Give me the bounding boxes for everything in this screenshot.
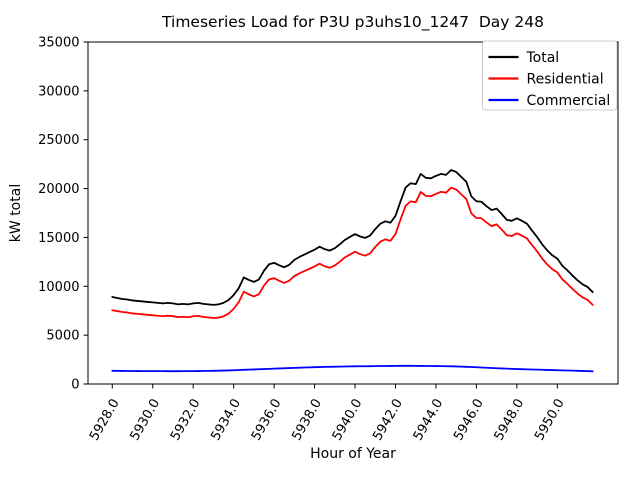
y-tick-label: 35000 bbox=[38, 36, 79, 51]
x-tick-label: 5940.0 bbox=[330, 397, 366, 444]
legend-label-total: Total bbox=[526, 50, 560, 66]
y-tick-label: 30000 bbox=[38, 84, 79, 99]
y-tick-label: 20000 bbox=[38, 182, 79, 197]
y-axis: 0 5000 10000 15000 20000 25000 30000 35000 bbox=[38, 36, 88, 393]
chart-title: Timeseries Load for P3U p3uhs10_1247 Day… bbox=[161, 13, 544, 32]
legend-label-commercial: Commercial bbox=[527, 93, 611, 109]
x-tick-label: 5938.0 bbox=[289, 397, 325, 444]
x-tick-label: 5936.0 bbox=[249, 397, 285, 444]
plot-spines bbox=[87, 41, 619, 385]
y-axis-label: kW total bbox=[8, 184, 24, 242]
x-axis: 5928.0 5930.0 5932.0 5934.0 5936.0 5938.0 5940… bbox=[87, 384, 568, 443]
x-tick-label: 5934.0 bbox=[208, 397, 244, 444]
x-tick-label: 5946.0 bbox=[451, 397, 487, 444]
x-tick-label: 5944.0 bbox=[411, 397, 447, 444]
x-tick-label: 5930.0 bbox=[127, 397, 163, 444]
legend: Total Residential Commercial bbox=[482, 40, 618, 111]
x-axis-label: Hour of Year bbox=[310, 446, 396, 462]
x-tick-label: 5948.0 bbox=[492, 397, 528, 444]
y-tick-label: 5000 bbox=[46, 329, 79, 344]
x-tick-label: 5950.0 bbox=[532, 397, 568, 444]
series-residential-line bbox=[111, 186, 594, 319]
legend-box bbox=[482, 40, 618, 111]
y-tick-label: 10000 bbox=[38, 280, 79, 295]
y-tick-label: 25000 bbox=[38, 133, 79, 148]
y-tick-label: 15000 bbox=[38, 231, 79, 246]
series-commercial-line bbox=[111, 364, 594, 373]
series-total-line bbox=[111, 169, 594, 306]
x-tick-label: 5932.0 bbox=[168, 397, 204, 444]
y-tick-label: 0 bbox=[71, 378, 79, 393]
x-tick-label: 5942.0 bbox=[370, 397, 406, 444]
series-group bbox=[111, 169, 594, 373]
x-tick-label: 5928.0 bbox=[87, 397, 123, 444]
legend-label-residential: Residential bbox=[527, 71, 604, 87]
